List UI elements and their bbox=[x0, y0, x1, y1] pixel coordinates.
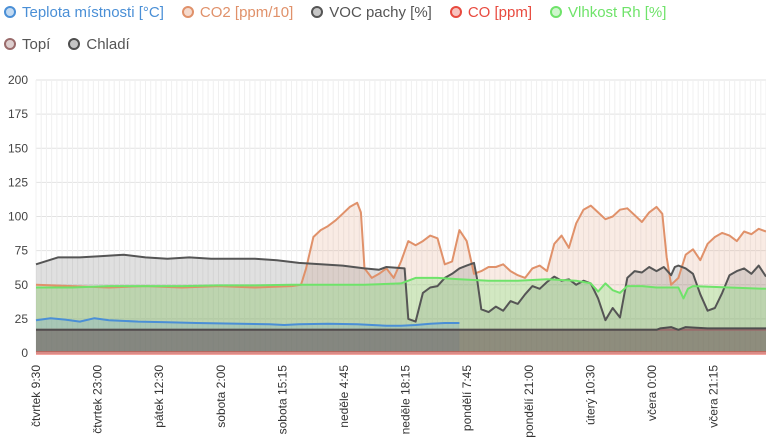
legend-marker-icon bbox=[4, 6, 16, 18]
series-line bbox=[36, 276, 766, 300]
series-line bbox=[35, 253, 766, 323]
x-tick-label: pondělí 7:45 bbox=[460, 365, 474, 431]
legend-item[interactable]: Chladí bbox=[68, 35, 130, 53]
series-area bbox=[36, 254, 766, 353]
y-tick-label: 0 bbox=[21, 346, 28, 360]
x-tick-label: neděle 18:15 bbox=[399, 365, 413, 435]
series-area bbox=[36, 327, 766, 353]
y-tick-label: 50 bbox=[15, 278, 29, 292]
legend-item[interactable]: CO [ppm] bbox=[449, 3, 533, 21]
legend-label: Topí bbox=[22, 35, 51, 53]
legend-marker-icon bbox=[449, 6, 462, 18]
legend-row: Teplota místnosti [°C] CO2 [ppm/10] VOC pa… bbox=[0, 0, 684, 24]
legend-label: Vlhkost Rh [%] bbox=[568, 3, 667, 21]
y-tick-label: 150 bbox=[8, 141, 28, 155]
x-tick-label: sobota 2:00 bbox=[214, 365, 228, 428]
legend-marker-icon bbox=[68, 38, 81, 50]
x-tick-label: pátek 12:30 bbox=[152, 365, 166, 428]
legend-item[interactable]: Topí bbox=[4, 36, 50, 53]
series-line bbox=[35, 317, 460, 327]
legend-marker-icon bbox=[4, 38, 16, 50]
y-tick-label: 100 bbox=[8, 210, 28, 224]
y-tick-label: 25 bbox=[15, 312, 29, 326]
legend-marker-icon bbox=[550, 6, 563, 18]
x-tick-label: čtvrtek 23:00 bbox=[91, 365, 105, 434]
x-tick-label: pondělí 21:00 bbox=[522, 365, 536, 438]
legend-marker-icon bbox=[311, 6, 324, 18]
y-tick-label: 175 bbox=[8, 107, 28, 121]
series-area bbox=[36, 318, 460, 353]
y-tick-label: 75 bbox=[15, 244, 29, 258]
legend-item[interactable]: Teplota místnosti [°C] bbox=[4, 4, 164, 21]
series-line bbox=[36, 326, 766, 331]
x-tick-label: neděle 4:45 bbox=[337, 365, 351, 428]
legend-row: Topí Chladí bbox=[0, 32, 148, 56]
legend-label: CO2 [ppm/10] bbox=[199, 3, 294, 21]
y-tick-label: 125 bbox=[8, 175, 28, 189]
legend-label: VOC pachy [%] bbox=[329, 3, 432, 21]
legend-item[interactable]: Vlhkost Rh [%] bbox=[550, 4, 666, 21]
x-tick-label: čtvrtek 9:30 bbox=[29, 365, 43, 427]
x-tick-label: úterý 10:30 bbox=[583, 365, 597, 425]
legend-label: CO [ppm] bbox=[467, 3, 533, 21]
x-tick-label: včera 21:15 bbox=[707, 365, 721, 428]
legend-marker-icon bbox=[181, 6, 194, 18]
series-area bbox=[36, 329, 766, 353]
legend-item[interactable]: CO2 [ppm/10] bbox=[181, 3, 294, 21]
y-tick-label: 200 bbox=[8, 73, 28, 87]
legend-label: Teplota místnosti [°C] bbox=[22, 3, 164, 21]
series-area bbox=[36, 277, 766, 353]
x-tick-label: sobota 15:15 bbox=[275, 365, 289, 435]
series-area bbox=[36, 202, 766, 353]
x-tick-label: včera 0:00 bbox=[645, 365, 659, 421]
legend-item[interactable]: VOC pachy [%] bbox=[311, 4, 432, 21]
series-line bbox=[35, 201, 766, 289]
legend-label: Chladí bbox=[86, 35, 130, 53]
